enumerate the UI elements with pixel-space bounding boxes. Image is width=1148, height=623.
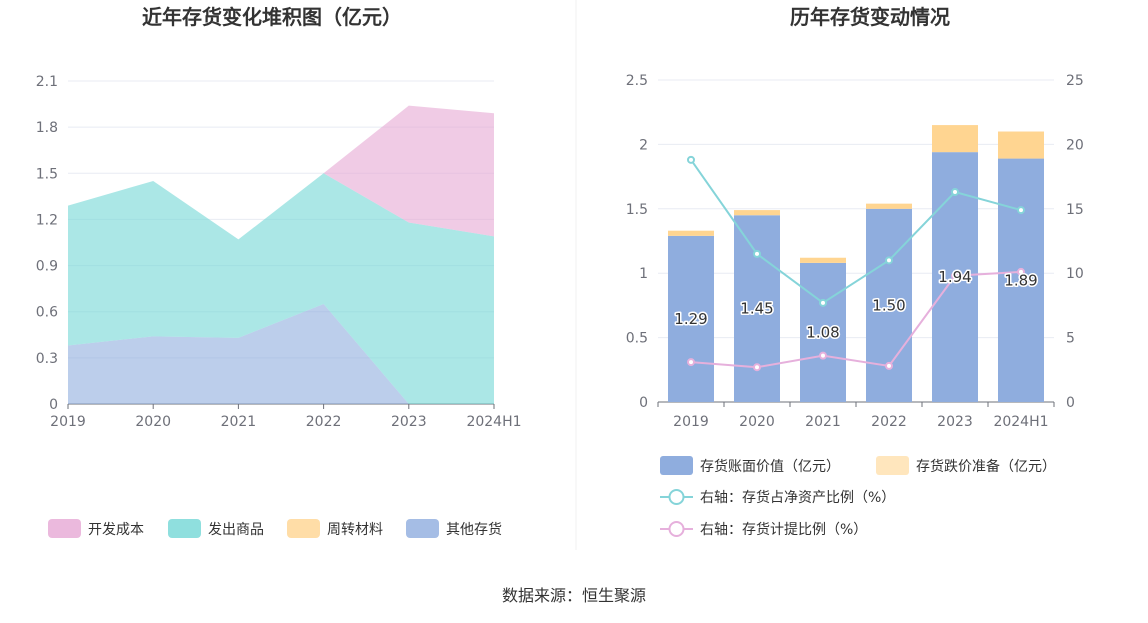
stacked-area-chart: 近年存货变化堆积图（亿元） 0 0.3 0.6 0.9 1.2 1.5 1.8 2.1 201…: [36, 5, 522, 538]
bar-left-tick-label: 1: [639, 266, 648, 282]
bar-x-tick-label: 2020: [739, 414, 775, 430]
line-legend-marker-1: [668, 521, 685, 537]
line-series-1: [690, 270, 1022, 369]
bar-value-2: [800, 262, 846, 402]
bar-legend-label-value: 存货账面价值（亿元）: [700, 458, 840, 475]
bar-left-tick-label: 2.5: [626, 73, 648, 89]
bar-legend-label-reserve: 存货跌价准备（亿元）: [916, 458, 1056, 475]
bar-right-tick-label: 10: [1066, 266, 1084, 282]
area-y-tick-label: 0.9: [36, 259, 58, 275]
line-point-0-1: [753, 249, 761, 258]
bar-x-tick-label: 2022: [871, 414, 907, 430]
area-chart-y-axis: 0 0.3 0.6 0.9 1.2 1.5 1.8 2.1: [36, 74, 58, 413]
line-point-0-3: [885, 256, 893, 265]
bar-value-label-2: 1.08: [806, 323, 839, 341]
bar-chart-legend: 存货账面价值（亿元） 存货跌价准备（亿元） 右轴：存货占净资产比例（%） 右轴：存货计…: [660, 456, 1056, 538]
bar-chart-value-labels: 1.29 1.45 1.08 1.50 1.94 1.89: [673, 267, 1039, 343]
area-legend-label: 周转材料: [327, 522, 383, 538]
area-x-tick-label: 2024H1: [466, 414, 521, 430]
bar-value-label-1: 1.45: [740, 300, 773, 318]
area-chart-title: 近年存货变化堆积图（亿元）: [142, 5, 402, 29]
bar-chart-right-axis: 0 5 10 15 20 25: [1066, 73, 1084, 411]
bar-line-chart: 历年存货变动情况 1.291.451.081.501.94 1.89 00.511…: [626, 5, 1084, 538]
bar-reserve-3: [866, 203, 912, 209]
bar-chart-lines: [687, 155, 1025, 372]
bar-right-tick-label: 0: [1066, 395, 1075, 411]
line-legend-label-0: 右轴：存货占净资产比例（%）: [700, 489, 895, 506]
area-x-tick-label: 2019: [50, 414, 86, 430]
data-source-label: 数据来源：恒生聚源: [501, 586, 646, 605]
bar-right-tick-label: 15: [1066, 202, 1084, 218]
bar-reserve-4: [932, 125, 978, 153]
line-point-1-5: [1017, 267, 1025, 276]
bar-legend-swatch-value: [660, 456, 693, 475]
area-x-tick-label: 2022: [306, 414, 342, 430]
area-y-tick-label: 1.5: [36, 166, 58, 182]
bar-legend-swatch-reserve: [876, 456, 909, 475]
area-series-0: [68, 304, 494, 404]
bar-value-0: [668, 235, 714, 402]
bar-left-tick-label: 1.5: [626, 202, 648, 218]
bar-x-tick-label: 2021: [805, 414, 841, 430]
area-y-tick-label: 0: [49, 397, 58, 413]
area-legend-swatch: [406, 519, 439, 538]
bar-chart-grid: [658, 79, 1054, 403]
line-legend-label-1: 右轴：存货计提比例（%）: [700, 521, 867, 538]
bar-value-label-0: 1.29: [674, 310, 707, 328]
area-chart-legend: 开发成本 发出商品 周转材料 其他存货: [48, 519, 502, 538]
bar-right-tick-label: 20: [1066, 137, 1084, 153]
bar-x-tick-label: 2019: [673, 414, 709, 430]
area-chart-areas: [68, 105, 494, 404]
area-legend-label: 其他存货: [446, 521, 502, 538]
bar-x-tick-label: 2024H1: [993, 414, 1048, 430]
line-point-1-4: [951, 271, 959, 280]
line-point-1-1: [753, 363, 761, 372]
bar-value-label-4: 1.94: [938, 268, 971, 286]
area-y-tick-label: 1.8: [36, 120, 58, 136]
area-series-2: [68, 173, 494, 404]
area-y-tick-label: 1.2: [36, 212, 58, 228]
bar-right-tick-label: 5: [1066, 331, 1075, 347]
line-point-0-2: [819, 298, 827, 307]
line-point-0-4: [951, 188, 959, 197]
line-point-0-5: [1017, 206, 1025, 215]
area-legend-swatch: [48, 519, 81, 538]
bar-left-tick-label: 0: [639, 395, 648, 411]
area-x-tick-label: 2020: [135, 414, 171, 430]
bar-x-tick-label: 2023: [937, 414, 973, 430]
bar-chart-title: 历年存货变动情况: [790, 5, 950, 29]
area-y-tick-label: 2.1: [36, 74, 58, 90]
bar-value-label-5: 1.89: [1004, 271, 1037, 289]
bar-reserve-0: [668, 230, 714, 236]
area-x-tick-label: 2023: [391, 414, 427, 430]
bar-right-tick-label: 25: [1066, 73, 1084, 89]
line-legend-marker-0: [668, 489, 685, 505]
area-y-tick-label: 0.6: [36, 305, 58, 321]
bar-value-label-3: 1.50: [872, 296, 905, 314]
bar-left-tick-label: 2: [639, 137, 648, 153]
bar-chart-left-axis: 0 0.5 1 1.5 2 2.5: [626, 73, 648, 411]
area-legend-swatch: [168, 519, 201, 538]
area-chart-x-axis: 2019 2020 2021 2022 2023 2024H1: [50, 404, 522, 430]
bar-chart-x-axis: 2019 2020 2021 2022 2023 2024H1: [657, 402, 1055, 430]
bar-value-5: [998, 158, 1044, 402]
bar-left-tick-label: 0.5: [626, 331, 648, 347]
area-legend-label: 开发成本: [88, 522, 144, 538]
line-point-0-0: [687, 155, 695, 164]
line-point-1-0: [687, 358, 695, 367]
line-point-1-3: [885, 361, 893, 370]
line-point-1-2: [819, 351, 827, 360]
bar-reserve-1: [734, 210, 780, 216]
area-series-3: [68, 105, 494, 240]
area-y-tick-label: 0.3: [36, 351, 58, 367]
area-legend-swatch: [287, 519, 320, 538]
area-x-tick-label: 2021: [221, 414, 257, 430]
bar-reserve-5: [998, 131, 1044, 159]
area-legend-label: 发出商品: [208, 522, 264, 538]
line-series-0: [690, 159, 1022, 305]
bar-reserve-2: [800, 257, 846, 263]
